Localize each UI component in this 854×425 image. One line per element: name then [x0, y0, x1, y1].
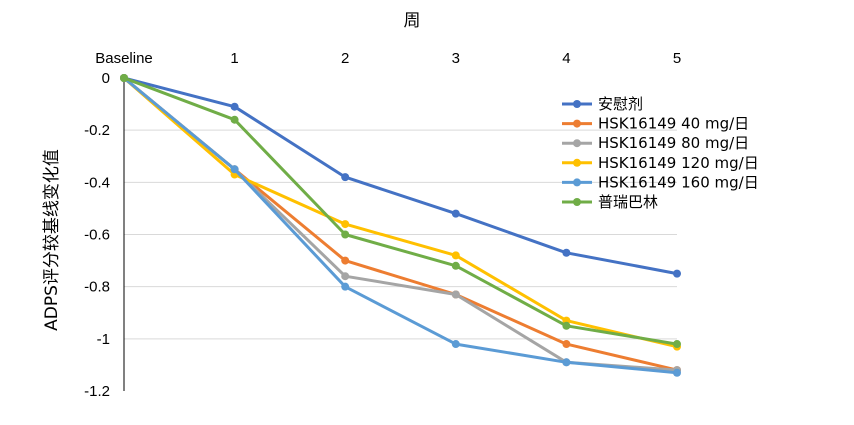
data-point: [341, 282, 350, 291]
y-tick-label: -1.2: [84, 383, 110, 400]
x-tick-label: 1: [230, 50, 238, 67]
data-point: [341, 220, 350, 229]
series-5: [120, 74, 681, 349]
data-point: [230, 102, 239, 111]
data-point: [341, 256, 350, 265]
x-tick-label: 4: [562, 50, 570, 67]
data-point: [230, 165, 239, 174]
data-point: [673, 269, 681, 278]
data-point: [230, 115, 239, 124]
y-tick-label: -0.8: [84, 279, 110, 296]
data-point: [562, 321, 571, 330]
legend-marker: [573, 100, 581, 108]
data-point: [120, 74, 128, 82]
series-lines: [120, 74, 681, 377]
legend-item: 普瑞巴林: [562, 193, 658, 211]
data-point: [341, 230, 350, 239]
legend-label: 普瑞巴林: [598, 193, 658, 211]
y-tick-label: -0.6: [84, 227, 110, 244]
legend-marker: [573, 198, 581, 206]
legend-label: 安慰剂: [598, 95, 643, 113]
data-point: [341, 173, 350, 182]
data-point: [562, 358, 571, 367]
y-tick-label: -0.2: [84, 122, 110, 139]
data-point: [673, 340, 681, 349]
x-tick-label: 3: [452, 50, 460, 67]
data-point: [451, 290, 460, 299]
legend-item: HSK16149 40 mg/日: [562, 115, 749, 133]
series-line: [122, 76, 679, 346]
legend-label: HSK16149 160 mg/日: [598, 173, 759, 191]
data-point: [451, 261, 460, 270]
data-point: [673, 368, 681, 377]
legend-item: HSK16149 120 mg/日: [562, 154, 759, 172]
grid-lines: [124, 129, 677, 340]
series-0: [120, 74, 681, 278]
data-point: [451, 251, 460, 260]
axes: 0 -0.2 -0.4 -0.6 -0.8 -1 -1.2 Baseline 1 2 3 4 5: [84, 50, 681, 400]
data-point: [451, 340, 460, 349]
legend-item: HSK16149 80 mg/日: [562, 134, 749, 152]
data-point: [341, 272, 350, 281]
y-axis-title: ADPS评分较基线变化值: [42, 149, 62, 331]
data-point: [562, 340, 571, 349]
series-3: [120, 74, 681, 351]
y-tick-label: -1: [97, 331, 110, 348]
legend-item: HSK16149 160 mg/日: [562, 173, 759, 191]
x-tick-label: Baseline: [95, 50, 153, 67]
x-axis-title: 周: [404, 11, 421, 31]
legend-marker: [573, 119, 581, 128]
legend-marker: [573, 158, 581, 167]
series-line: [122, 76, 679, 349]
x-tick-label: 2: [341, 50, 349, 67]
data-point: [451, 209, 460, 218]
y-tick-label: 0: [102, 70, 110, 87]
data-point: [562, 248, 571, 257]
legend-item: 安慰剂: [562, 95, 643, 113]
series-line: [122, 76, 679, 375]
y-tick-label: -0.4: [84, 174, 110, 191]
legend-marker: [573, 139, 581, 148]
legend-label: HSK16149 80 mg/日: [598, 134, 749, 152]
legend-label: HSK16149 120 mg/日: [598, 154, 759, 172]
series-line: [122, 76, 679, 276]
legend-marker: [573, 178, 581, 187]
legend-label: HSK16149 40 mg/日: [598, 115, 749, 133]
x-tick-label: 5: [673, 50, 681, 67]
